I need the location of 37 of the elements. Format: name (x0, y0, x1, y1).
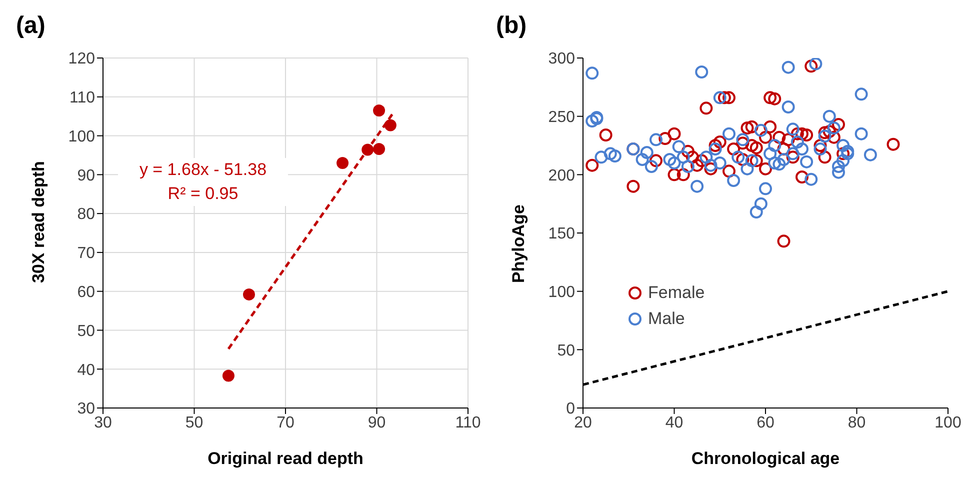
y-tick-label: 110 (69, 90, 96, 107)
x-tick-label: 90 (368, 414, 386, 432)
chart-title: (b) (496, 12, 527, 40)
x-tick-label: 100 (934, 414, 962, 432)
y-tick-label: 250 (548, 109, 576, 126)
x-tick-label: 40 (665, 414, 684, 432)
y-axis-title: 30X read depth (29, 161, 48, 283)
x-tick-label: 60 (756, 414, 774, 432)
x-tick-label: 30 (94, 414, 112, 432)
y-tick-label: 50 (557, 342, 576, 360)
legend-label: Female (648, 282, 705, 304)
y-tick-label: 100 (68, 128, 96, 146)
x-tick-label: 70 (276, 414, 294, 432)
chart-title: (a) (16, 12, 46, 40)
x-tick-label: 20 (574, 414, 592, 432)
y-tick-label: 300 (548, 50, 576, 68)
x-axis-title: Chronological age (691, 449, 840, 468)
y-tick-label: 60 (77, 284, 96, 302)
y-tick-label: 70 (77, 245, 96, 262)
legend-label: Male (648, 308, 685, 330)
y-tick-label: 120 (68, 50, 96, 68)
x-tick-label: 50 (185, 414, 204, 432)
x-tick-label: 80 (848, 414, 866, 432)
y-tick-label: 150 (548, 226, 576, 243)
y-tick-label: 0 (566, 400, 576, 418)
y-tick-label: 50 (77, 322, 96, 340)
x-tick-label: 110 (455, 414, 481, 432)
y-tick-label: 90 (77, 167, 96, 184)
y-tick-label: 40 (77, 362, 96, 379)
y-tick-label: 200 (548, 167, 576, 184)
y-tick-label: 80 (77, 206, 96, 224)
y-tick-label: 100 (548, 284, 576, 302)
y-tick-label: 30 (77, 400, 96, 418)
annotation: y = 1.68x - 51.38 (138, 159, 268, 181)
annotation: R² = 0.95 (166, 183, 240, 205)
y-axis-title: PhyloAge (509, 204, 528, 283)
x-axis-title: Original read depth (208, 449, 364, 468)
